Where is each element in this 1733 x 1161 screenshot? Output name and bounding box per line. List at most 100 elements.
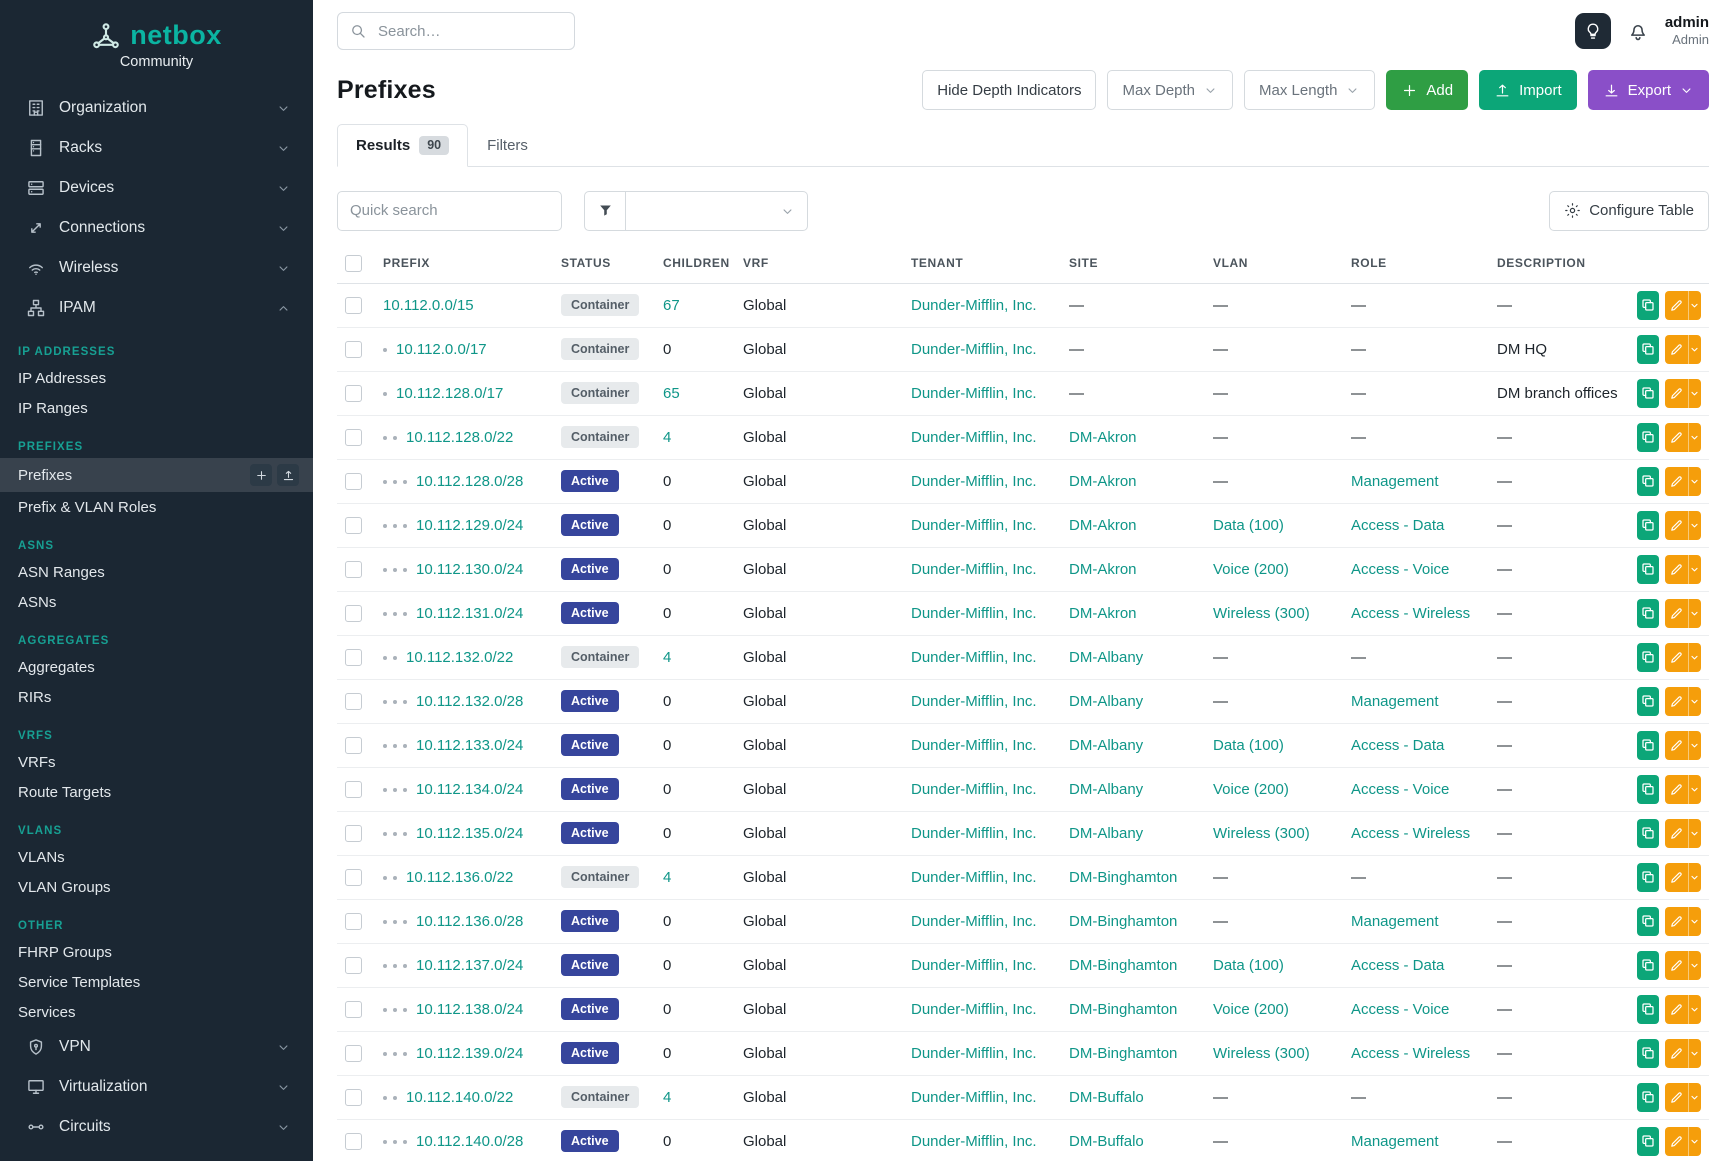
row-checkbox[interactable] xyxy=(345,1088,362,1106)
role-link[interactable]: Access - Voice xyxy=(1351,1000,1450,1018)
prefix-link[interactable]: 10.112.130.0/24 xyxy=(416,560,524,578)
vlan-link[interactable]: Voice (200) xyxy=(1213,1000,1289,1018)
tenant-link[interactable]: Dunder-Mifflin, Inc. xyxy=(911,912,1037,930)
max-depth-dropdown[interactable]: Max Depth xyxy=(1107,70,1234,110)
vlan-link[interactable]: Wireless (300) xyxy=(1213,604,1310,622)
site-link[interactable]: DM-Albany xyxy=(1069,736,1144,754)
clone-button[interactable] xyxy=(1637,378,1660,408)
sidebar-item-racks[interactable]: Racks xyxy=(0,128,313,168)
edit-button[interactable] xyxy=(1665,906,1701,936)
site-link[interactable]: DM-Akron xyxy=(1069,428,1137,446)
clone-button[interactable] xyxy=(1637,862,1660,892)
edit-button[interactable] xyxy=(1665,1038,1701,1068)
theme-toggle-button[interactable] xyxy=(1574,13,1611,49)
edit-button[interactable] xyxy=(1665,598,1701,628)
row-checkbox[interactable] xyxy=(345,340,362,358)
tenant-link[interactable]: Dunder-Mifflin, Inc. xyxy=(911,692,1037,710)
tab-results[interactable]: Results 90 xyxy=(337,124,469,167)
edit-button[interactable] xyxy=(1665,818,1701,848)
row-checkbox[interactable] xyxy=(345,296,362,314)
row-checkbox[interactable] xyxy=(345,868,362,886)
children-link[interactable]: 4 xyxy=(663,1088,672,1106)
sidebar-item-service-templates[interactable]: Service Templates xyxy=(0,967,313,997)
sidebar-item-fhrp-groups[interactable]: FHRP Groups xyxy=(0,937,313,967)
site-link[interactable]: DM-Binghamton xyxy=(1069,912,1178,930)
site-link[interactable]: DM-Buffalo xyxy=(1069,1132,1144,1150)
clone-button[interactable] xyxy=(1637,1082,1660,1112)
tenant-link[interactable]: Dunder-Mifflin, Inc. xyxy=(911,384,1037,402)
role-link[interactable]: Access - Wireless xyxy=(1351,824,1471,842)
sidebar-item-aggregates[interactable]: Aggregates xyxy=(0,652,313,682)
row-checkbox[interactable] xyxy=(345,692,362,710)
site-link[interactable]: DM-Albany xyxy=(1069,648,1144,666)
sidebar-item-prefixes[interactable]: Prefixes xyxy=(0,458,313,492)
edit-button[interactable] xyxy=(1665,378,1701,408)
import-button[interactable]: Import xyxy=(1479,70,1577,110)
prefix-link[interactable]: 10.112.128.0/17 xyxy=(396,384,504,402)
row-checkbox[interactable] xyxy=(345,824,362,842)
edit-button[interactable] xyxy=(1665,730,1701,760)
prefix-link[interactable]: 10.112.136.0/22 xyxy=(406,868,514,886)
tenant-link[interactable]: Dunder-Mifflin, Inc. xyxy=(911,956,1037,974)
tenant-link[interactable]: Dunder-Mifflin, Inc. xyxy=(911,428,1037,446)
role-link[interactable]: Access - Data xyxy=(1351,736,1445,754)
clone-button[interactable] xyxy=(1637,510,1660,540)
clone-button[interactable] xyxy=(1637,334,1660,364)
row-checkbox[interactable] xyxy=(345,956,362,974)
site-link[interactable]: DM-Binghamton xyxy=(1069,956,1178,974)
tab-filters[interactable]: Filters xyxy=(468,124,547,167)
tenant-link[interactable]: Dunder-Mifflin, Inc. xyxy=(911,560,1037,578)
role-link[interactable]: Access - Data xyxy=(1351,516,1445,534)
prefix-link[interactable]: 10.112.135.0/24 xyxy=(416,824,524,842)
sidebar-item-vlans[interactable]: VLANs xyxy=(0,842,313,872)
prefix-link[interactable]: 10.112.128.0/28 xyxy=(416,472,524,490)
children-link[interactable]: 4 xyxy=(663,868,672,886)
edit-button[interactable] xyxy=(1665,1126,1701,1156)
role-link[interactable]: Management xyxy=(1351,692,1439,710)
row-checkbox[interactable] xyxy=(345,472,362,490)
prefix-link[interactable]: 10.112.133.0/24 xyxy=(416,736,524,754)
edit-dropdown-caret[interactable] xyxy=(1687,378,1701,408)
tenant-link[interactable]: Dunder-Mifflin, Inc. xyxy=(911,516,1037,534)
site-link[interactable]: DM-Buffalo xyxy=(1069,1088,1144,1106)
vlan-link[interactable]: Data (100) xyxy=(1213,516,1284,534)
sidebar-item-asn-ranges[interactable]: ASN Ranges xyxy=(0,557,313,587)
prefix-link[interactable]: 10.112.138.0/24 xyxy=(416,1000,524,1018)
edit-dropdown-caret[interactable] xyxy=(1687,1082,1701,1112)
prefix-link[interactable]: 10.112.132.0/22 xyxy=(406,648,514,666)
clone-button[interactable] xyxy=(1637,290,1660,320)
tenant-link[interactable]: Dunder-Mifflin, Inc. xyxy=(911,780,1037,798)
prefix-link[interactable]: 10.112.132.0/28 xyxy=(416,692,524,710)
tenant-link[interactable]: Dunder-Mifflin, Inc. xyxy=(911,868,1037,886)
edit-button[interactable] xyxy=(1665,642,1701,672)
prefix-link[interactable]: 10.112.131.0/24 xyxy=(416,604,524,622)
clone-button[interactable] xyxy=(1637,642,1660,672)
role-link[interactable]: Access - Data xyxy=(1351,956,1445,974)
edit-dropdown-caret[interactable] xyxy=(1687,334,1701,364)
prefix-link[interactable]: 10.112.129.0/24 xyxy=(416,516,524,534)
prefix-link[interactable]: 10.112.0.0/15 xyxy=(383,296,474,314)
search-input[interactable] xyxy=(337,12,575,50)
tenant-link[interactable]: Dunder-Mifflin, Inc. xyxy=(911,648,1037,666)
tenant-link[interactable]: Dunder-Mifflin, Inc. xyxy=(911,1044,1037,1062)
tenant-link[interactable]: Dunder-Mifflin, Inc. xyxy=(911,340,1037,358)
tenant-link[interactable]: Dunder-Mifflin, Inc. xyxy=(911,1132,1037,1150)
user-menu[interactable]: admin Admin xyxy=(1665,14,1709,48)
tenant-link[interactable]: Dunder-Mifflin, Inc. xyxy=(911,736,1037,754)
site-link[interactable]: DM-Albany xyxy=(1069,780,1144,798)
edit-button[interactable] xyxy=(1665,422,1701,452)
edit-dropdown-caret[interactable] xyxy=(1687,862,1701,892)
children-link[interactable]: 4 xyxy=(663,428,672,446)
row-checkbox[interactable] xyxy=(345,912,362,930)
clone-button[interactable] xyxy=(1637,466,1660,496)
sidebar-item-virtualization[interactable]: Virtualization xyxy=(0,1067,313,1107)
children-link[interactable]: 65 xyxy=(663,384,680,402)
row-checkbox[interactable] xyxy=(345,780,362,798)
clone-button[interactable] xyxy=(1637,730,1660,760)
edit-button[interactable] xyxy=(1665,994,1701,1024)
prefix-link[interactable]: 10.112.140.0/22 xyxy=(406,1088,514,1106)
sidebar-item-services[interactable]: Services xyxy=(0,997,313,1027)
role-link[interactable]: Access - Voice xyxy=(1351,560,1450,578)
site-link[interactable]: DM-Binghamton xyxy=(1069,1000,1178,1018)
sidebar-item-vlan-groups[interactable]: VLAN Groups xyxy=(0,872,313,902)
